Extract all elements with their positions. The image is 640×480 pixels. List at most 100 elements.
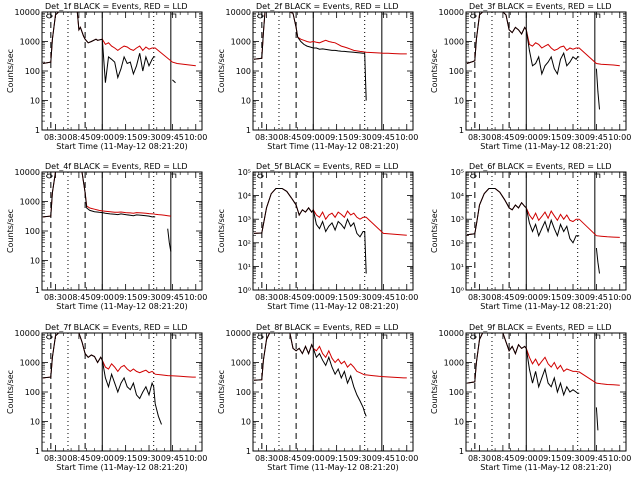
events-tail-segment xyxy=(595,247,600,274)
events-line xyxy=(466,12,580,76)
y-tick-label: 1 xyxy=(246,447,251,456)
y-tick-label: 100 xyxy=(25,227,40,236)
x-tick-label: 09:15 xyxy=(325,454,348,463)
events-line xyxy=(466,188,580,244)
x-tick-label: 09:15 xyxy=(538,293,561,302)
y-tick-label: 10000 xyxy=(15,8,40,17)
x-tick-label: 09:00 xyxy=(302,293,325,302)
events-tail-segment xyxy=(595,68,600,110)
y-tick-label: 10³ xyxy=(238,215,251,224)
plot-frame xyxy=(41,11,203,131)
x-tick-label: 09:00 xyxy=(515,454,538,463)
x-axis-title: Start Time (11-May-12 08:21:20) xyxy=(267,142,398,151)
x-tick-label: 10:00 xyxy=(184,454,207,463)
x-tick-label: 08:45 xyxy=(67,293,90,302)
events-tail-segment xyxy=(595,407,599,431)
y-tick-label: 1000 xyxy=(231,359,251,368)
x-tick-label: 08:30 xyxy=(44,293,67,302)
x-tick-label: 09:00 xyxy=(91,293,114,302)
y-tick-label: 100 xyxy=(236,67,251,76)
y-tick-label: 10⁵ xyxy=(451,168,464,177)
x-tick-label: 09:30 xyxy=(348,454,371,463)
x-tick-label: 10:00 xyxy=(395,293,418,302)
x-axis-title: Start Time (11-May-12 08:21:20) xyxy=(480,463,611,472)
x-tick-label: 08:30 xyxy=(255,293,278,302)
chart-title: Det_5f BLACK = Events, RED = LLD xyxy=(256,162,399,171)
y-tick-label: 1000 xyxy=(231,38,251,47)
chart-panel-3: Det_3f BLACK = Events, RED = LLD 1 10 100 10… xyxy=(430,2,631,151)
attenuator-glyph xyxy=(45,13,53,19)
plot-frame xyxy=(465,332,627,452)
x-axis-title: Start Time (11-May-12 08:21:20) xyxy=(56,302,187,311)
lld-line xyxy=(42,12,196,67)
x-tick-label: 09:30 xyxy=(561,133,584,142)
y-tick-label: 100 xyxy=(25,67,40,76)
x-tick-label: 09:30 xyxy=(137,454,160,463)
attenuator-glyph xyxy=(469,334,477,340)
x-tick-label: 10:00 xyxy=(395,454,418,463)
y-tick-label: 10000 xyxy=(226,329,251,338)
lld-line xyxy=(42,333,196,379)
attenuator-glyph xyxy=(170,13,177,18)
y-tick-label: 1 xyxy=(35,126,40,135)
y-tick-label: 10³ xyxy=(451,215,464,224)
y-axis-title: Counts/sec xyxy=(430,49,439,93)
chart-panel-1: Det_1f BLACK = Events, RED = LLD 1 10 100 10… xyxy=(6,2,207,151)
y-axis-title: Counts/sec xyxy=(6,209,15,253)
x-tick-label: 09:15 xyxy=(114,293,137,302)
attenuator-glyph xyxy=(170,334,177,339)
x-tick-label: 09:15 xyxy=(325,293,348,302)
y-tick-label: 1000 xyxy=(20,198,40,207)
x-axis-title: Start Time (11-May-12 08:21:20) xyxy=(56,142,187,151)
chart-panel-6: Det_6f BLACK = Events, RED = LLD 10⁰ 10¹ 10… xyxy=(430,162,631,311)
y-tick-label: 10 xyxy=(30,97,40,106)
x-tick-label: 10:00 xyxy=(184,293,207,302)
x-tick-label: 09:00 xyxy=(302,454,325,463)
x-tick-label: 08:30 xyxy=(255,454,278,463)
x-tick-label: 09:00 xyxy=(515,133,538,142)
y-tick-label: 10⁴ xyxy=(238,192,251,201)
chart-panel-5: Det_5f BLACK = Events, RED = LLD 10⁰ 10¹ 10… xyxy=(217,162,418,311)
lld-line xyxy=(42,172,171,218)
events-line xyxy=(42,12,156,83)
y-tick-label: 10 xyxy=(30,257,40,266)
lld-line xyxy=(466,12,620,67)
attenuator-glyph xyxy=(594,13,601,18)
x-tick-label: 10:00 xyxy=(608,293,631,302)
y-tick-label: 10000 xyxy=(439,329,464,338)
chart-title: Det_7f BLACK = Events, RED = LLD xyxy=(45,323,188,332)
x-tick-label: 08:45 xyxy=(278,454,301,463)
events-tail-segment xyxy=(167,228,172,252)
x-tick-label: 09:45 xyxy=(372,454,395,463)
lld-line xyxy=(253,333,407,381)
x-tick-label: 09:45 xyxy=(585,133,608,142)
x-axis-title: Start Time (11-May-12 08:21:20) xyxy=(480,302,611,311)
attenuator-glyph xyxy=(469,173,477,179)
plot-frame xyxy=(41,332,203,452)
y-tick-label: 1 xyxy=(35,447,40,456)
x-tick-label: 08:45 xyxy=(278,133,301,142)
x-tick-label: 09:45 xyxy=(372,133,395,142)
x-tick-label: 08:30 xyxy=(468,454,491,463)
lld-line xyxy=(253,12,407,60)
x-tick-label: 09:45 xyxy=(161,293,184,302)
x-tick-label: 09:15 xyxy=(114,133,137,142)
x-tick-label: 09:00 xyxy=(515,293,538,302)
y-axis-title: Counts/sec xyxy=(430,370,439,414)
x-tick-label: 09:45 xyxy=(161,454,184,463)
y-tick-label: 10² xyxy=(451,239,464,248)
lld-line xyxy=(466,188,620,238)
events-line xyxy=(466,333,580,397)
plot-frame xyxy=(41,171,203,291)
chart-title: Det_2f BLACK = Events, RED = LLD xyxy=(256,2,399,11)
y-tick-label: 1000 xyxy=(444,38,464,47)
x-tick-label: 09:00 xyxy=(91,133,114,142)
x-tick-label: 09:30 xyxy=(137,133,160,142)
lld-line xyxy=(253,188,407,236)
y-tick-label: 10⁰ xyxy=(451,286,464,295)
x-tick-label: 08:45 xyxy=(491,293,514,302)
x-tick-label: 08:30 xyxy=(468,133,491,142)
y-axis-title: Counts/sec xyxy=(430,209,439,253)
plot-frame xyxy=(252,11,414,131)
attenuator-glyph xyxy=(256,173,264,179)
